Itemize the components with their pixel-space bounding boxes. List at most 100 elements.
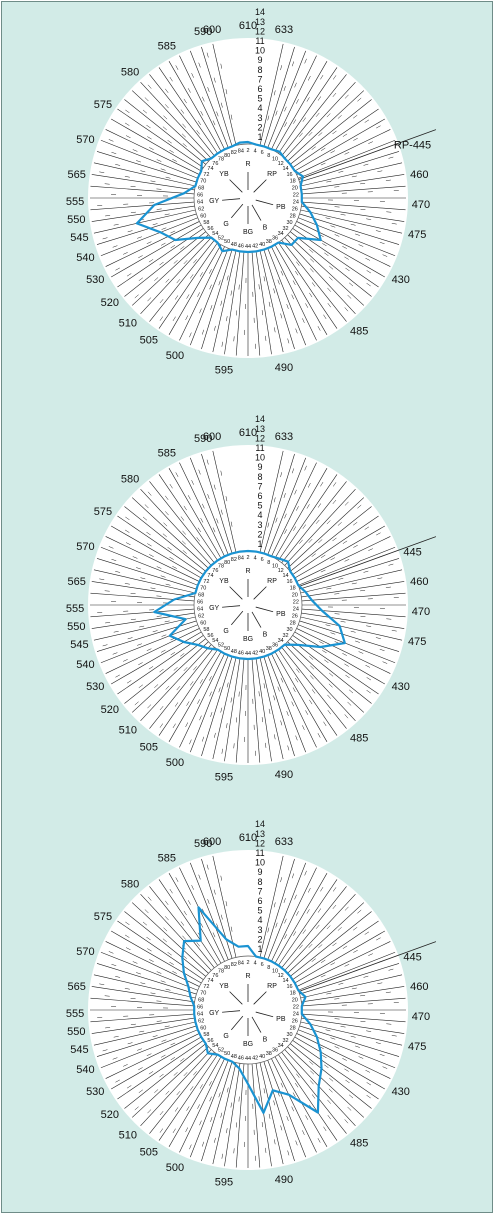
grid-tick [375, 1042, 381, 1044]
grid-line [149, 240, 215, 322]
cap-number: 50 [224, 239, 230, 245]
grid-line [294, 930, 385, 984]
grid-tick [190, 681, 194, 686]
grid-tick [268, 301, 271, 307]
cap-number: 44 [245, 244, 251, 250]
cap-number: 84 [238, 556, 244, 562]
grid-tick [189, 1144, 192, 1150]
grid-tick [347, 294, 352, 299]
grid-line [158, 474, 218, 561]
grid-tick [160, 980, 166, 983]
grid-tick [296, 1073, 300, 1078]
grid-line [189, 50, 229, 148]
grid-tick [123, 659, 128, 662]
cap-number: 52 [218, 236, 224, 242]
grid-tick [209, 284, 212, 290]
grid-tick [360, 590, 366, 592]
grid-line [124, 1043, 206, 1109]
grid-tick [342, 1058, 347, 1061]
grid-line [278, 1054, 338, 1141]
cap-number: 4 [254, 556, 257, 562]
grid-line [296, 221, 391, 267]
grid-line [201, 656, 233, 757]
grid-tick [273, 1139, 276, 1145]
grid-tick [295, 735, 298, 741]
grid-tick [225, 89, 228, 95]
grid-tick [220, 1112, 223, 1118]
grid-tick [148, 666, 154, 670]
hue-spoke [222, 605, 241, 608]
grid-tick [138, 277, 143, 281]
grid-tick [132, 556, 138, 559]
hue-spoke [253, 991, 267, 1005]
cap-number: 16 [287, 984, 293, 990]
grid-tick [318, 132, 323, 136]
grid-line [274, 468, 328, 559]
grid-line [124, 99, 206, 165]
cap-number: 84 [238, 149, 244, 155]
grid-line [300, 209, 403, 234]
grid-tick [230, 926, 233, 932]
outer-label: 610 [239, 832, 257, 844]
scale-label: 10 [255, 453, 265, 463]
cap-number: 16 [287, 579, 293, 585]
grid-line [224, 658, 241, 762]
grid-line [296, 941, 391, 987]
grid-tick [307, 887, 311, 893]
grid-tick [125, 947, 131, 951]
hue-label: R [245, 973, 250, 980]
grid-tick [102, 1049, 108, 1052]
outer-label: 520 [101, 704, 119, 716]
cap-number: 34 [278, 638, 284, 644]
grid-line [251, 251, 261, 356]
grid-tick [326, 992, 332, 995]
outer-label: 580 [121, 473, 139, 485]
grid-tick [304, 465, 307, 471]
grid-tick [291, 1106, 294, 1112]
grid-tick [308, 131, 313, 136]
grid-tick [175, 65, 179, 70]
grid-line [91, 174, 195, 191]
grid-tick [323, 1126, 327, 1132]
grid-tick [140, 982, 146, 985]
grid-tick [377, 577, 383, 580]
scale-label: 3 [257, 113, 262, 123]
grid-tick [144, 504, 149, 509]
grid-tick [139, 625, 145, 628]
outer-label: 580 [121, 878, 139, 890]
cap-number: 30 [287, 627, 293, 633]
grid-tick [334, 593, 340, 595]
grid-tick [201, 1141, 205, 1147]
grid-tick [317, 733, 321, 738]
grid-line [301, 997, 406, 1007]
scale-label: 11 [255, 848, 264, 858]
grid-tick [334, 234, 340, 237]
grid-tick [216, 923, 219, 929]
grid-tick [310, 1080, 314, 1085]
grid-tick [358, 651, 364, 654]
grid-tick [302, 524, 306, 529]
grid-tick [280, 270, 284, 276]
grid-tick [338, 170, 344, 173]
grid-tick [123, 252, 128, 255]
grid-tick [310, 268, 314, 273]
grid-line [189, 248, 229, 346]
grid-line [105, 628, 200, 674]
cap-number: 72 [203, 172, 209, 178]
grid-tick [287, 338, 290, 344]
outer-label: 570 [76, 134, 94, 146]
cap-number: 40 [259, 1054, 265, 1060]
grid-tick [190, 1086, 194, 1091]
grid-tick [347, 701, 352, 706]
grid-tick [353, 115, 358, 119]
grid-tick [351, 582, 357, 585]
grid-tick [159, 261, 164, 266]
grid-tick [108, 951, 114, 954]
grid-line [301, 205, 405, 222]
grid-tick [291, 701, 294, 707]
outer-label: 585 [158, 447, 176, 459]
grid-tick [305, 710, 309, 715]
grid-tick [147, 297, 152, 302]
hue-spoke [230, 203, 244, 219]
cap-number: 66 [197, 192, 203, 198]
